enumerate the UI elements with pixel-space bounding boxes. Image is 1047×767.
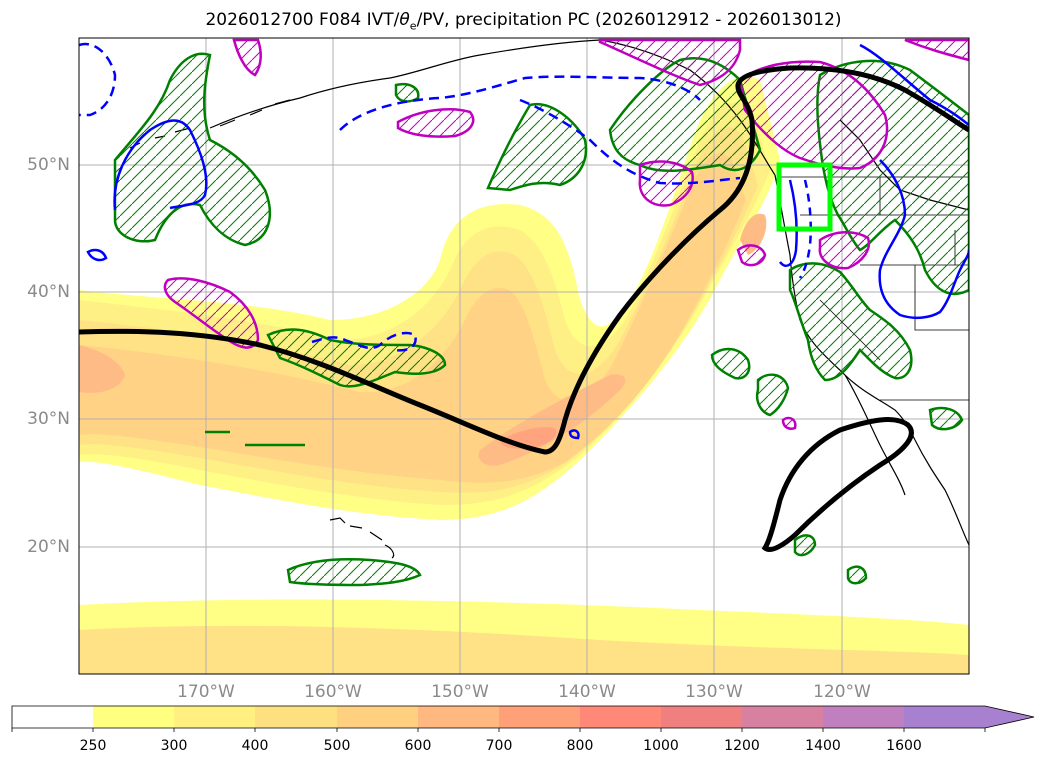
pv-ca [638,160,694,207]
blue-ne-inner [878,159,969,320]
map-frame [78,37,970,675]
precip-small-3 [928,406,964,431]
colorbar-outline [11,705,1035,729]
lon-label-120w: 120°W [813,682,871,702]
precip-small-4 [793,534,817,557]
lat-label-30n: 30°N [27,409,70,429]
pv-ca-3 [736,244,767,267]
ivt-plume-600 [79,345,125,393]
colorbar-label-700: 700 [485,738,513,754]
mexico-coast [914,439,969,546]
blue-small-1 [86,248,108,262]
blue-small-2 [568,429,580,440]
blue-dashed-ca [798,179,813,279]
colorbar-label-1400: 1400 [805,738,841,754]
lon-label-140w: 140°W [558,682,616,702]
colorbar-label-800: 800 [566,738,594,754]
lon-label-170w: 170°W [177,682,235,702]
pv-contours [163,38,969,430]
hawaii [329,517,395,559]
black-loop-south [761,417,914,552]
lon-label-160w: 160°W [304,682,362,702]
pv-north-3 [232,38,262,77]
colorbar-label-600: 600 [404,738,432,754]
pv-ca-2 [818,231,871,270]
precip-west-2 [486,102,588,192]
ivt-shading [79,76,969,674]
colorbar-label-300: 300 [160,738,188,754]
colorbar-label-500: 500 [323,738,351,754]
ivt-band-south-inner [79,625,969,674]
precip-small-1 [710,347,751,380]
precip-mid-pacific [266,328,447,388]
colorbar-label-1000: 1000 [643,738,679,754]
lon-label-150w: 150°W [431,682,489,702]
blue-dashed-nw [79,42,117,117]
region-box [776,162,833,232]
colorbar-label-250: 250 [79,738,107,754]
pv-north-1 [396,108,475,138]
blue-dashed-mid [311,331,417,352]
baja [844,374,906,496]
lon-label-130w: 130°W [685,682,743,702]
colorbar-label-400: 400 [241,738,269,754]
blue-dashed-north [339,75,701,131]
lat-label-40n: 40°N [27,282,70,302]
colorbar-label-1200: 1200 [724,738,760,754]
theta-e-black-contour [79,65,969,552]
chart-title: 2026012700 F084 IVT/θe/PV, precipitation… [205,10,842,33]
blue-dashed-2 [519,98,741,185]
precip-small-2 [755,373,790,417]
blue-west [113,119,208,211]
lat-label-50n: 50°N [27,155,70,175]
pv-north-2 [598,38,742,87]
colorbar-label-1600: 1600 [886,738,922,754]
theta-e-blue-contours [79,42,969,440]
precip-west-1 [113,52,272,247]
pv-small [781,416,797,430]
black-main [79,65,969,455]
precip-small-6 [394,83,420,103]
precip-sw-coast [788,262,913,382]
blue-coast-1 [779,179,798,267]
colorbar [11,705,1035,732]
precip-small-5 [846,565,868,585]
precip-hawaii [286,558,422,587]
pv-ne-big [738,60,889,170]
pv-central [163,277,260,349]
lat-label-20n: 20°N [27,537,70,557]
blue-ne [859,43,969,126]
